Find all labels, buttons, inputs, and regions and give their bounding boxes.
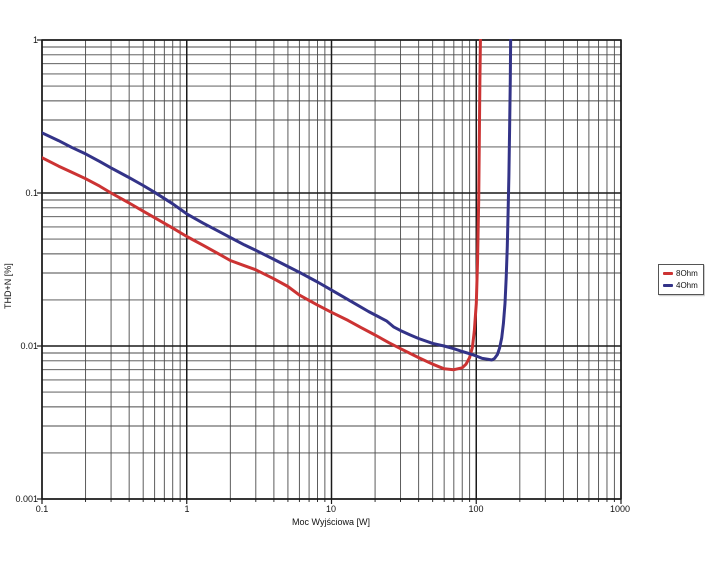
legend-item-8ohm: 8Ohm: [663, 269, 698, 278]
legend-label-4ohm: 4Ohm: [676, 281, 698, 290]
legend: 8Ohm 4Ohm: [658, 264, 704, 295]
legend-swatch-4ohm-icon: [663, 284, 673, 287]
x-tick-label-100: 100: [468, 504, 484, 514]
legend-item-4ohm: 4Ohm: [663, 281, 698, 290]
x-tick-label-1: 1: [184, 504, 190, 514]
x-tick-label-10: 10: [325, 504, 336, 514]
y-tick-label-0p001: 0.001: [15, 494, 38, 504]
legend-label-8ohm: 8Ohm: [676, 269, 698, 278]
x-axis-title: Moc Wyjściowa [W]: [292, 517, 370, 527]
x-tick-label-1000: 1000: [609, 504, 631, 514]
y-tick-label-0p01: 0.01: [20, 341, 38, 351]
y-tick-label-0p1: 0.1: [25, 188, 38, 198]
x-tick-label-0p1: 0.1: [35, 504, 49, 514]
legend-swatch-8ohm-icon: [663, 272, 673, 275]
y-tick-label-1: 1: [32, 35, 38, 45]
y-axis-title: THD+N [%]: [3, 263, 13, 309]
